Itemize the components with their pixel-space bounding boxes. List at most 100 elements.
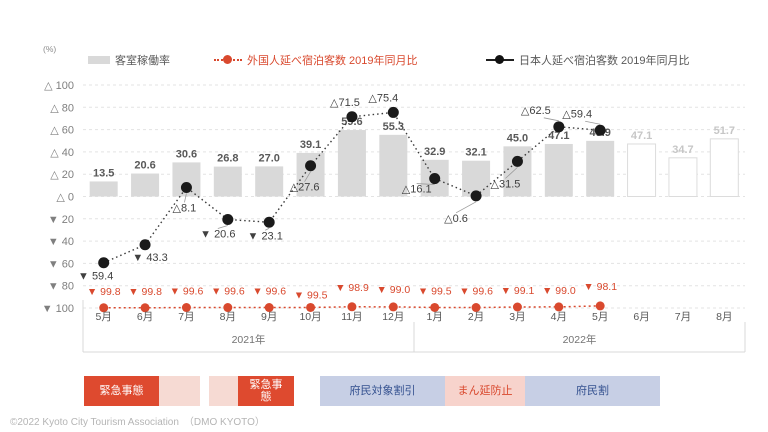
y-tick-label: △ 100 <box>44 80 74 92</box>
year-label: 2022年 <box>563 333 597 346</box>
foreign-point <box>223 303 233 313</box>
bar-value-label: 30.6 <box>176 148 197 160</box>
japanese-point <box>305 160 317 172</box>
bar-value-label: 47.1 <box>548 130 569 142</box>
bar-value-label: 20.6 <box>134 160 155 172</box>
japanese-point <box>98 257 110 269</box>
foreign-value-label: ▼ 99.6 <box>170 286 204 298</box>
occupancy-bar <box>213 166 242 197</box>
month-label: 9月 <box>261 311 277 323</box>
japanese-value-label: △16.1 <box>402 184 432 196</box>
policy-band-segment <box>159 376 200 406</box>
bar-value-label: 13.5 <box>93 167 114 179</box>
japanese-point <box>346 111 358 123</box>
bar-value-label: 47.1 <box>631 130 652 142</box>
japanese-point <box>222 213 234 225</box>
bar-value-label: 32.9 <box>424 146 445 158</box>
policy-band-blue: 府民割 <box>525 376 660 406</box>
legend-item-foreign: 外国人延べ宿泊客数 2019年同月比 <box>214 52 418 68</box>
chart-legend: 客室稼働率 外国人延べ宿泊客数 2019年同月比 日本人延べ宿泊客数 2019年… <box>0 50 768 70</box>
policy-band-pinkStrong: まん延防止 <box>445 376 525 406</box>
month-label: 8月 <box>220 311 236 323</box>
black-line-icon <box>486 55 514 65</box>
bar-swatch-icon <box>88 56 110 64</box>
year-label: 2021年 <box>232 333 266 346</box>
occupancy-bar <box>89 181 118 197</box>
month-label: 1月 <box>427 311 443 323</box>
y-tick-label: △ 80 <box>50 102 74 114</box>
label-leader-line <box>416 183 435 185</box>
foreign-point <box>388 302 398 312</box>
y-tick-label: ▼ 20 <box>48 214 74 226</box>
foreign-value-label: ▼ 99.8 <box>128 286 162 298</box>
legend-item-japanese: 日本人延べ宿泊客数 2019年同月比 <box>486 52 690 68</box>
occupancy-bar <box>379 134 408 197</box>
japanese-value-label: △62.5 <box>521 105 551 117</box>
month-label: 3月 <box>509 311 525 323</box>
bar-value-label: 45.0 <box>507 132 528 144</box>
foreign-point <box>554 302 564 312</box>
foreign-point <box>512 302 522 312</box>
japanese-point <box>594 124 606 136</box>
japanese-point <box>511 155 523 167</box>
foreign-value-label: ▼ 98.1 <box>583 281 617 293</box>
bar-value-label: 26.8 <box>217 153 238 165</box>
foreign-value-label: ▼ 99.8 <box>87 286 121 298</box>
occupancy-bar <box>709 138 739 198</box>
month-label: 8月 <box>716 311 732 323</box>
label-leader-line <box>217 225 228 229</box>
foreign-value-label: ▼ 99.1 <box>501 285 535 297</box>
japanese-point <box>139 239 151 251</box>
foreign-value-label: ▼ 99.0 <box>376 284 410 296</box>
japanese-value-label: ▼ 23.1 <box>248 230 283 242</box>
month-label: 5月 <box>592 311 608 323</box>
foreign-value-label: ▼ 99.6 <box>211 286 245 298</box>
foreign-point <box>306 302 316 312</box>
bar-value-label: 51.7 <box>714 125 735 137</box>
month-label: 4月 <box>551 311 567 323</box>
japanese-value-label: △75.4 <box>368 92 398 104</box>
japanese-value-label: △27.6 <box>290 182 320 194</box>
foreign-value-label: ▼ 99.6 <box>459 286 493 298</box>
foreign-point <box>430 302 440 312</box>
month-label: 12月 <box>382 311 404 323</box>
foreign-value-label: ▼ 99.6 <box>252 286 286 298</box>
japanese-point <box>429 173 441 185</box>
occupancy-bar <box>255 166 284 197</box>
foreign-point <box>99 303 109 313</box>
policy-band-red: 緊急事態 <box>238 376 294 406</box>
occupancy-bar <box>586 140 615 197</box>
japanese-point <box>180 181 192 193</box>
occupancy-bar <box>503 146 532 197</box>
legend-occupancy-label: 客室稼働率 <box>115 55 170 67</box>
occupancy-bar <box>627 143 657 198</box>
bar-value-label: 39.1 <box>300 139 321 151</box>
foreign-point <box>471 303 481 313</box>
bar-value-label: 55.3 <box>383 121 404 133</box>
policy-band-segment <box>209 376 238 406</box>
occupancy-bar <box>544 143 573 197</box>
month-label: 7月 <box>675 311 691 323</box>
policy-band-red: 緊急事態 <box>84 376 159 406</box>
bar-value-label: 32.1 <box>465 147 486 159</box>
red-dotted-line-icon <box>214 55 242 65</box>
foreign-point <box>264 303 274 313</box>
label-leader-line <box>265 227 270 231</box>
combo-chart: △ 100 △ 80 △ 60 △ 40 △ 20 △ 0 ▼ 20 ▼ 40 ▼ 60 ▼ 80… <box>42 80 746 353</box>
foreign-value-label: ▼ 99.0 <box>542 285 576 297</box>
japanese-point <box>387 106 399 118</box>
y-tick-label: ▼ 100 <box>42 303 74 315</box>
month-label: 7月 <box>178 311 194 323</box>
bar-value-label: 34.7 <box>672 144 693 156</box>
month-label: 11月 <box>341 311 362 323</box>
japanese-value-label: △0.6 <box>444 213 468 225</box>
japanese-value-label: △59.4 <box>562 108 592 120</box>
y-tick-label: ▼ 80 <box>48 281 74 293</box>
policy-band-blue: 府民対象割引 <box>320 376 445 406</box>
copyright-footer: ©2022 Kyoto City Tourism Association （DM… <box>10 417 265 428</box>
japanese-value-label: ▼ 20.6 <box>200 228 235 240</box>
month-label: 2月 <box>468 311 484 323</box>
month-label: 6月 <box>633 311 649 323</box>
occupancy-bar <box>131 173 160 197</box>
japanese-value-label: △71.5 <box>330 97 360 109</box>
